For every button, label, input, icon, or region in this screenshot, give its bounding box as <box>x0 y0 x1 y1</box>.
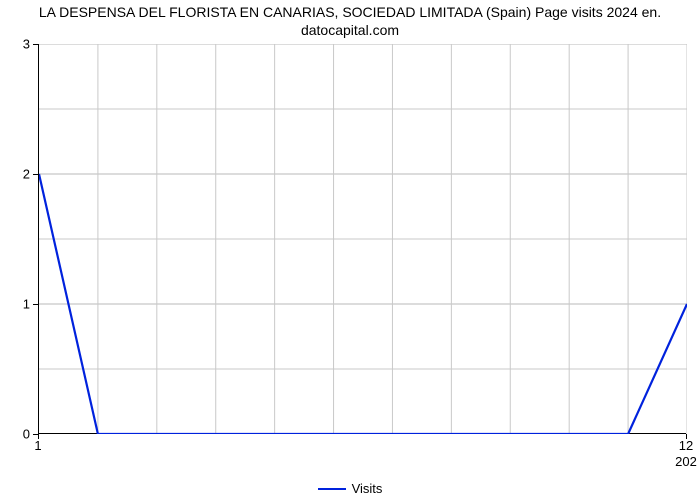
x-tick-sublabel: 202 <box>675 454 697 469</box>
y-tick-label: 0 <box>0 427 30 442</box>
chart-title: LA DESPENSA DEL FLORISTA EN CANARIAS, SO… <box>0 4 700 39</box>
y-tick-label: 3 <box>0 37 30 52</box>
y-tick-mark <box>33 304 38 305</box>
plot-svg <box>39 44 687 434</box>
grid <box>39 44 687 434</box>
legend-label: Visits <box>352 481 383 496</box>
plot-area <box>38 44 686 434</box>
chart-container: LA DESPENSA DEL FLORISTA EN CANARIAS, SO… <box>0 0 700 500</box>
y-tick-mark <box>33 174 38 175</box>
x-tick-mark <box>38 434 39 439</box>
x-tick-label: 1 <box>34 438 41 453</box>
y-tick-label: 2 <box>0 167 30 182</box>
x-tick-label: 12 <box>679 438 693 453</box>
chart-title-line2: datocapital.com <box>301 22 399 38</box>
legend: Visits <box>0 481 700 496</box>
y-tick-mark <box>33 44 38 45</box>
chart-title-line1: LA DESPENSA DEL FLORISTA EN CANARIAS, SO… <box>39 4 661 20</box>
y-tick-label: 1 <box>0 297 30 312</box>
x-tick-mark <box>686 434 687 439</box>
legend-swatch <box>318 488 346 490</box>
